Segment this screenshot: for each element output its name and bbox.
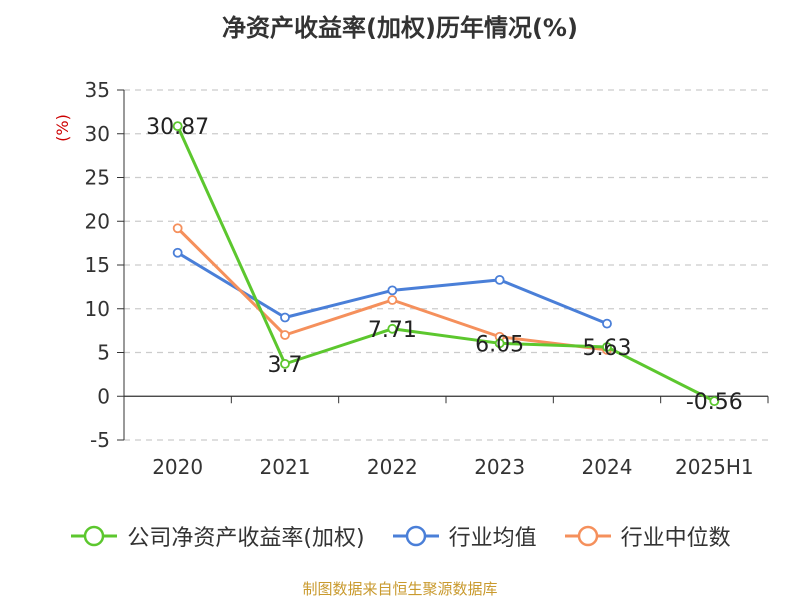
data-point (280, 312, 290, 323)
data-point (602, 342, 612, 352)
legend-item[interactable]: 行业中位数 (563, 520, 731, 552)
legend-marker (577, 525, 598, 547)
data-label: 5.63 (583, 336, 632, 361)
y-tick-label: 5 (97, 341, 110, 365)
source-note: 制图数据来自恒生聚源数据库 (302, 580, 498, 598)
legend-symbol (392, 525, 439, 547)
y-tick-label: 15 (85, 253, 110, 277)
data-point (172, 121, 183, 132)
y-axis-label: (%) (53, 114, 72, 142)
chart-title: 净资产收益率(加权)历年情况(%) (222, 14, 578, 42)
data-point (172, 247, 183, 258)
y-tick-label: 25 (85, 166, 110, 190)
data-label: 30.87 (146, 115, 209, 140)
legend-marker (84, 525, 105, 547)
y-tick-label: 10 (85, 297, 110, 321)
data-label: 3.7 (268, 353, 303, 378)
series-line (176, 125, 716, 403)
data-label: -0.56 (686, 390, 743, 415)
data-label: 6.05 (475, 332, 524, 357)
data-point (494, 338, 505, 349)
legend-symbol (71, 525, 118, 547)
data-point (387, 285, 398, 296)
y-tick-label: 0 (97, 384, 110, 408)
data-point (602, 318, 612, 329)
data-point (387, 295, 398, 305)
data-point (494, 274, 505, 285)
legend-item[interactable]: 行业均值 (391, 520, 537, 552)
data-labels: 30.87 3.7 7.71 6.05 5.63 -0.56 (146, 115, 743, 415)
x-tick-label: 2023 (474, 455, 525, 479)
x-tick-label: 2025H1 (675, 455, 754, 479)
x-tick-label: 2022 (367, 455, 418, 479)
y-tick-label: 20 (85, 209, 110, 233)
y-tick-label: -5 (90, 428, 110, 452)
legend-label: 行业中位数 (620, 526, 731, 551)
data-point (172, 223, 183, 234)
grid-lines (124, 89, 768, 441)
data-point (387, 323, 398, 334)
y-tick-label: 35 (85, 78, 110, 102)
x-tick-label: 2021 (260, 455, 311, 479)
legend-symbol (564, 525, 611, 547)
legend-label: 公司净资产收益率(加权) (127, 526, 365, 551)
data-label: 7.71 (368, 318, 417, 343)
legend-item[interactable]: 公司净资产收益率(加权) (69, 520, 365, 552)
data-point (280, 330, 290, 340)
legend-marker (405, 525, 426, 547)
legend-label: 行业均值 (448, 526, 537, 551)
y-tick-label: 30 (85, 122, 110, 146)
axes: -5 0 5 10 15 20 25 30 35 2020 2021 2022 2023 2024 2025… (85, 78, 769, 479)
x-tick-label: 2024 (582, 455, 633, 479)
series-lines (172, 121, 720, 407)
data-point (709, 396, 720, 407)
data-point (280, 358, 290, 369)
x-tick-label: 2020 (152, 455, 203, 479)
legend: 公司净资产收益率(加权) 行业均值 行业中位数 (0, 518, 800, 554)
